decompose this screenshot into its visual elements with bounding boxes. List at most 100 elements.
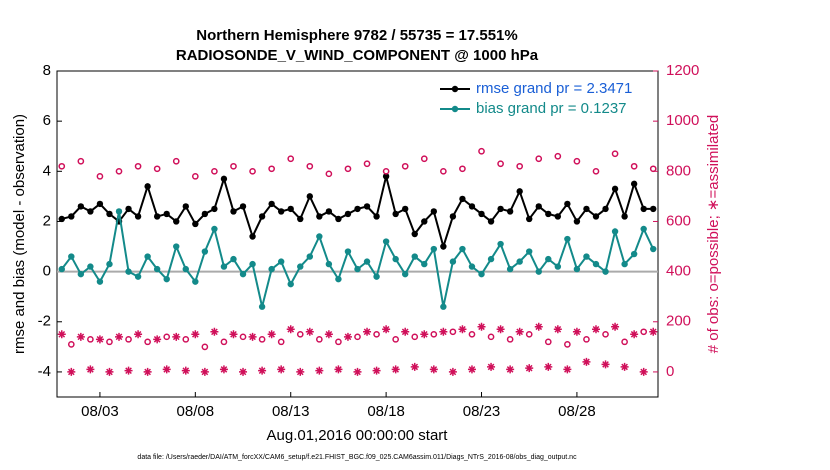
point [200, 367, 209, 376]
point [611, 150, 619, 158]
point [573, 265, 581, 273]
point [592, 260, 600, 268]
point [124, 366, 133, 375]
point [458, 325, 467, 334]
point [553, 325, 562, 334]
point [487, 333, 495, 341]
point [258, 366, 267, 375]
point [172, 332, 181, 341]
point [421, 218, 428, 225]
point [535, 155, 543, 163]
point [153, 335, 162, 344]
point [611, 322, 620, 331]
point [316, 213, 323, 220]
point [77, 203, 85, 210]
y-tick-label: -2 [38, 313, 51, 330]
point [335, 338, 342, 346]
point [219, 365, 228, 374]
point [391, 365, 400, 374]
point [267, 330, 276, 339]
point [77, 270, 85, 278]
footnote: data file: /Users/raeder/DAI/ATM_forcXX/… [137, 454, 577, 461]
point [449, 328, 457, 336]
y-tick-label: 4 [43, 162, 51, 179]
point [125, 205, 132, 213]
point [344, 210, 352, 218]
point [125, 335, 132, 343]
point [58, 162, 66, 170]
point [249, 260, 256, 268]
point [401, 270, 409, 278]
point [268, 165, 275, 173]
point [296, 367, 305, 376]
point [477, 322, 486, 331]
point [153, 165, 161, 173]
point [459, 245, 466, 253]
point [411, 230, 418, 238]
point [373, 273, 380, 280]
point [506, 265, 514, 273]
point [316, 233, 323, 240]
point [506, 365, 515, 374]
point [591, 325, 600, 334]
point [496, 325, 505, 334]
point [544, 338, 552, 346]
point [153, 265, 161, 273]
point [478, 270, 485, 278]
point [573, 157, 581, 165]
point [564, 340, 571, 348]
point [440, 167, 447, 175]
y-tick-label: -4 [38, 363, 51, 380]
point [392, 335, 400, 343]
point [325, 208, 333, 215]
point [182, 203, 189, 210]
point [95, 335, 104, 344]
point [487, 362, 496, 371]
point [96, 200, 104, 208]
point [420, 155, 428, 163]
point [602, 205, 609, 213]
point [115, 208, 123, 215]
point [334, 365, 343, 374]
point [87, 335, 94, 343]
point [306, 253, 314, 260]
point [363, 258, 371, 265]
point [449, 213, 457, 220]
point [544, 362, 553, 371]
x-tick-label: 08/23 [463, 403, 501, 420]
point [640, 328, 648, 336]
point [134, 330, 143, 339]
point [134, 162, 142, 170]
point [468, 330, 476, 338]
legend-marker [451, 85, 459, 93]
point [335, 275, 342, 283]
point [611, 228, 619, 235]
plot-frame [56, 70, 659, 398]
point [211, 225, 218, 233]
x-tick-label: 08/18 [367, 403, 405, 420]
point [535, 268, 542, 275]
y2-axis-label: # of obs: o=possible; ∗=assimilated [705, 115, 722, 354]
point [439, 327, 448, 336]
point [372, 366, 381, 375]
point [516, 162, 524, 170]
point [382, 167, 390, 175]
point [192, 278, 199, 285]
point [392, 210, 399, 218]
point [163, 275, 170, 283]
point [640, 225, 647, 233]
point [354, 205, 361, 213]
point [68, 253, 75, 260]
point [287, 205, 294, 213]
point [563, 365, 572, 374]
point [230, 162, 237, 170]
y-tick-label: 2 [43, 212, 51, 229]
point [401, 327, 410, 336]
point [106, 260, 113, 268]
point [220, 175, 228, 183]
point [621, 213, 628, 220]
point [363, 203, 371, 210]
point [411, 333, 419, 341]
point [468, 263, 476, 270]
